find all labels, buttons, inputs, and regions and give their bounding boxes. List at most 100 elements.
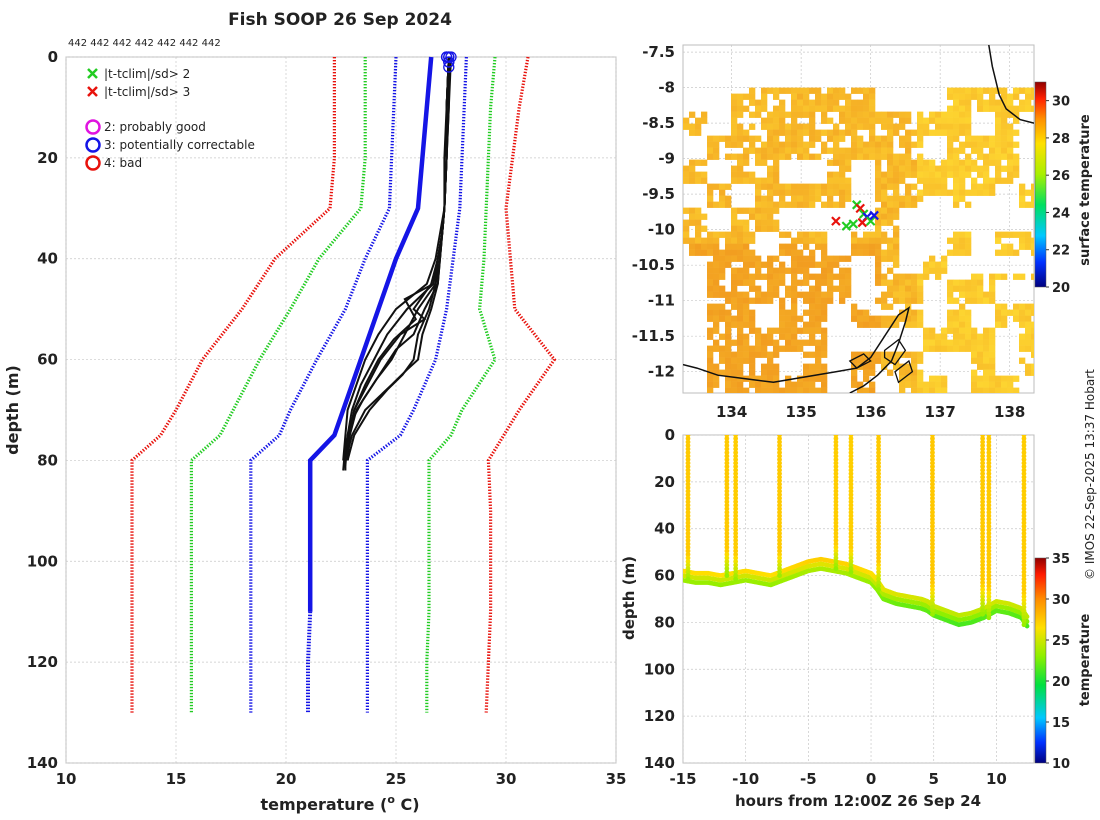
cast-point bbox=[848, 464, 854, 470]
sst-cell bbox=[953, 87, 960, 94]
sst-cell bbox=[785, 111, 792, 118]
cast-point bbox=[777, 481, 782, 487]
sst-cell bbox=[779, 129, 786, 136]
sst-cell bbox=[767, 141, 774, 148]
cast-point bbox=[986, 520, 992, 526]
cast-point bbox=[733, 492, 739, 498]
sst-cell bbox=[779, 99, 786, 106]
cast-point bbox=[980, 531, 986, 536]
sst-cell bbox=[737, 231, 744, 238]
sst-cell bbox=[737, 123, 744, 130]
sst-cell bbox=[773, 327, 780, 334]
cast-point bbox=[1021, 541, 1027, 547]
sst-cell bbox=[869, 129, 876, 136]
sst-cell bbox=[683, 219, 690, 226]
sst-cell bbox=[851, 249, 858, 256]
sst-cell bbox=[905, 171, 912, 178]
map-y-tick: -12 bbox=[648, 363, 675, 381]
cast-point bbox=[777, 464, 782, 470]
cast-point bbox=[724, 488, 730, 494]
cast-point bbox=[848, 446, 854, 452]
sst-cell bbox=[959, 291, 966, 298]
sst-cell bbox=[977, 183, 984, 190]
sst-cell bbox=[875, 213, 882, 220]
sst-cell bbox=[1001, 243, 1008, 250]
sst-cell bbox=[893, 111, 900, 118]
sst-cell bbox=[725, 345, 732, 352]
sst-cell bbox=[863, 93, 870, 100]
sst-cell bbox=[977, 381, 984, 388]
sst-cell bbox=[911, 291, 918, 298]
cast-point bbox=[724, 460, 730, 466]
sst-cell bbox=[809, 309, 816, 316]
sst-cell bbox=[971, 147, 978, 154]
sst-cell bbox=[755, 111, 762, 118]
sst-cell bbox=[755, 267, 762, 274]
sst-cell bbox=[755, 285, 762, 292]
cast-point bbox=[848, 513, 854, 519]
cast-point bbox=[876, 573, 881, 578]
island-outline bbox=[848, 353, 872, 369]
sst-cell bbox=[731, 273, 738, 280]
sst-cell bbox=[983, 351, 990, 358]
sst-cell bbox=[791, 195, 798, 202]
cast-point bbox=[848, 523, 854, 529]
cast-point bbox=[724, 516, 730, 522]
sst-cell bbox=[905, 303, 912, 310]
map-y-tick: -10.5 bbox=[632, 256, 675, 274]
sst-cell bbox=[731, 231, 738, 238]
sst-cell bbox=[791, 387, 798, 393]
sst-cell bbox=[791, 291, 798, 298]
sst-cell bbox=[707, 237, 714, 244]
section-colorbar bbox=[1034, 557, 1047, 764]
sst-cell bbox=[773, 129, 780, 136]
sst-cell bbox=[1025, 327, 1032, 334]
sst-cell bbox=[737, 387, 744, 393]
sst-cell bbox=[989, 153, 996, 160]
cast-point bbox=[1021, 622, 1027, 628]
sst-cell bbox=[911, 369, 918, 376]
sst-cell bbox=[731, 303, 738, 310]
sst-cell bbox=[1013, 303, 1020, 310]
sst-cell bbox=[779, 189, 786, 196]
sst-cell bbox=[713, 249, 720, 256]
sst-cell bbox=[773, 135, 780, 142]
sst-cell bbox=[683, 171, 690, 178]
sst-cell bbox=[1025, 333, 1032, 340]
cast-point bbox=[1021, 467, 1027, 473]
sst-cell bbox=[959, 105, 966, 112]
sst-cell bbox=[797, 129, 804, 136]
cast-point bbox=[685, 492, 691, 498]
sst-cell bbox=[977, 135, 984, 142]
cast-point bbox=[724, 527, 730, 533]
sst-cell bbox=[743, 309, 750, 316]
sst-cell bbox=[887, 315, 894, 322]
sst-cell bbox=[1001, 99, 1008, 106]
sst-cell bbox=[821, 147, 828, 154]
sst-cell bbox=[737, 267, 744, 274]
cast-point bbox=[685, 548, 691, 554]
sst-cell bbox=[851, 237, 858, 244]
sst-cell bbox=[1001, 105, 1008, 112]
sst-cell bbox=[893, 123, 900, 130]
sst-cell bbox=[953, 99, 960, 106]
sst-cell bbox=[737, 93, 744, 100]
sst-cell bbox=[707, 249, 714, 256]
cast-point bbox=[685, 502, 691, 508]
sst-cell bbox=[707, 285, 714, 292]
cast-point bbox=[986, 597, 992, 603]
cast-point bbox=[848, 495, 854, 501]
sst-cell bbox=[863, 375, 870, 382]
sst-cell bbox=[941, 387, 948, 393]
sst-cell bbox=[821, 99, 828, 106]
sst-cell bbox=[887, 213, 894, 220]
sst-cell bbox=[869, 105, 876, 112]
sst-cell bbox=[923, 177, 930, 184]
cast-point bbox=[1021, 474, 1027, 480]
map-x-tick: 138 bbox=[994, 403, 1025, 421]
map-panel: 134 135 136 137 138 -7.5-8-8.5-9-9.5-10-10.5… bbox=[632, 43, 1093, 421]
sst-cell bbox=[1031, 339, 1034, 346]
sst-cell bbox=[917, 171, 924, 178]
sst-cell bbox=[887, 351, 894, 358]
